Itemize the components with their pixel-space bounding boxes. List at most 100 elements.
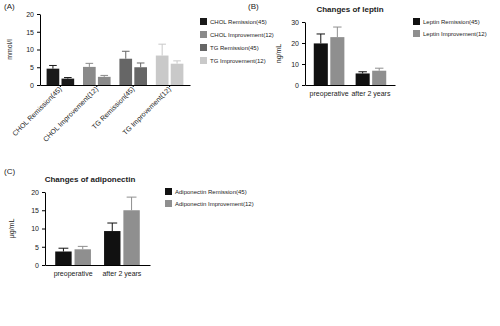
bar xyxy=(330,37,344,85)
x-axis-line xyxy=(306,85,396,86)
error-bar xyxy=(89,63,90,67)
bars xyxy=(55,197,140,265)
panel-label: (B) xyxy=(248,2,259,11)
legend-label: Leptin Remission(45) xyxy=(423,19,480,25)
x-tick-label: after 2 years xyxy=(102,270,141,278)
legend-swatch xyxy=(200,44,207,51)
y-tick-label: 20 xyxy=(31,189,39,196)
y-tick-mark xyxy=(37,50,40,51)
y-tick: 20 xyxy=(31,189,45,196)
y-tick: 20 xyxy=(26,11,40,18)
y-tick-label: 5 xyxy=(35,243,39,250)
bar xyxy=(104,231,120,265)
y-tick-mark xyxy=(302,43,305,44)
x-axis-line xyxy=(41,85,191,86)
x-tick: preoperative xyxy=(310,85,349,98)
error-bar xyxy=(337,27,338,37)
x-tick-label: preoperative xyxy=(54,270,93,278)
y-tick-mark xyxy=(42,229,45,230)
error-cap xyxy=(78,246,88,247)
bars xyxy=(47,44,184,85)
error-cap xyxy=(59,248,69,249)
y-tick-label: 20 xyxy=(291,40,299,47)
legend-label: CHOL Remission(45) xyxy=(210,19,267,25)
y-tick-mark xyxy=(42,247,45,248)
x-tick-mark xyxy=(60,85,61,87)
legend-swatch xyxy=(413,18,420,25)
bar xyxy=(123,210,139,265)
x-axis: preoperative after 2 years xyxy=(46,265,151,278)
y-tick-label: 30 xyxy=(291,19,299,26)
y-tick-label: 10 xyxy=(26,46,34,53)
y-tick-label: 0 xyxy=(30,82,34,89)
y-tick: 0 xyxy=(295,82,305,89)
bars xyxy=(314,27,386,85)
y-tick-mark xyxy=(42,192,45,193)
y-tick-mark xyxy=(302,64,305,65)
legend-swatch xyxy=(165,188,172,195)
error-cap xyxy=(122,51,130,52)
legend-label: TG Improvement(12) xyxy=(210,58,266,64)
bar xyxy=(98,77,111,85)
x-tick-mark xyxy=(169,85,170,87)
y-axis-title: mmol/l xyxy=(6,39,13,60)
x-tick: CHOL Improvement(12) xyxy=(42,85,100,144)
y-tick-mark xyxy=(42,265,45,266)
legend: CHOL Remission(45) CHOL Improvement(12) TG… xyxy=(200,18,274,64)
bar xyxy=(75,249,91,265)
bar xyxy=(62,79,75,85)
error-bar xyxy=(140,63,141,67)
figure: 0 5 10 15 20 CHOL Remission(45) CHOL Improveme… xyxy=(0,0,500,326)
y-axis: 0 10 20 30 xyxy=(291,19,305,89)
legend: Leptin Remission(45) Leptin Improvement(1… xyxy=(413,18,487,37)
y-tick: 0 xyxy=(35,262,45,269)
x-tick-mark xyxy=(96,85,97,87)
y-tick: 10 xyxy=(291,61,305,68)
y-tick-mark xyxy=(42,210,45,211)
panel-label: (A) xyxy=(4,2,15,11)
panel: 05101520preoperativeafter 2 years(C)Chan… xyxy=(4,167,254,278)
legend-label: TG Remission(45) xyxy=(210,45,259,51)
legend-label: CHOL Improvement(12) xyxy=(210,32,274,38)
error-cap xyxy=(375,68,383,69)
x-tick-label: CHOL Improvement(12) xyxy=(42,85,100,143)
y-axis-line xyxy=(40,15,41,86)
y-tick-label: 15 xyxy=(31,207,39,214)
error-cap xyxy=(358,71,366,72)
y-axis: 05101520 xyxy=(31,189,45,269)
bar xyxy=(314,43,328,85)
error-cap xyxy=(127,197,137,198)
y-tick-label: 0 xyxy=(35,262,39,269)
chart-title: Changes of leptin xyxy=(316,5,383,14)
error-bar xyxy=(162,44,163,55)
figure-svg: 0 5 10 15 20 CHOL Remission(45) CHOL Improveme… xyxy=(0,0,500,326)
legend-swatch xyxy=(200,18,207,25)
y-tick: 5 xyxy=(35,243,45,250)
error-cap xyxy=(137,62,145,63)
bar xyxy=(134,67,147,85)
error-cap xyxy=(333,27,341,28)
legend-label: Adiponectin Remission(45) xyxy=(175,189,247,195)
y-axis-title: ng/mL xyxy=(275,44,283,64)
y-tick-label: 20 xyxy=(26,11,34,18)
error-bar xyxy=(112,223,113,231)
y-tick: 15 xyxy=(31,207,45,214)
x-axis: CHOL Remission(45)CHOL Improvement(12)TG… xyxy=(11,85,190,144)
bar xyxy=(119,59,132,85)
x-tick: preoperative xyxy=(54,265,93,278)
error-cap xyxy=(317,33,325,34)
error-cap xyxy=(86,63,94,64)
bar xyxy=(372,71,386,85)
error-bar xyxy=(131,197,132,210)
error-cap xyxy=(158,44,166,45)
error-cap xyxy=(173,60,181,61)
y-tick: 20 xyxy=(291,40,305,47)
legend-label: Leptin Improvement(12) xyxy=(423,31,487,37)
y-tick-label: 0 xyxy=(295,82,299,89)
bar xyxy=(171,64,184,85)
x-axis-line xyxy=(46,265,151,266)
x-tick-mark xyxy=(133,85,134,87)
legend-swatch xyxy=(413,30,420,37)
bar xyxy=(47,69,60,85)
legend-swatch xyxy=(200,31,207,38)
